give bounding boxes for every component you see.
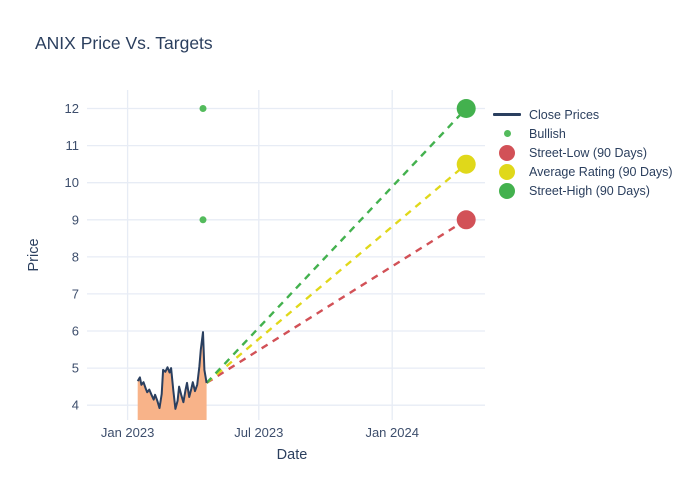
legend-swatch-area [490, 163, 524, 180]
legend-item-street-high[interactable]: Street-High (90 Days) [490, 181, 673, 200]
legend-item-close-prices[interactable]: Close Prices [490, 105, 673, 124]
y-tick-label: 11 [66, 138, 80, 153]
legend-swatch-area [490, 182, 524, 199]
y-tick-label: 8 [72, 249, 79, 264]
legend-item-average-rating[interactable]: Average Rating (90 Days) [490, 162, 673, 181]
close-prices-line [136, 331, 208, 410]
legend-label-close-prices: Close Prices [529, 107, 600, 122]
legend-label-bullish: Bullish [529, 126, 566, 141]
legend-label-street-low: Street-Low (90 Days) [529, 145, 648, 160]
close-prices-line-swatch [493, 113, 521, 116]
xaxis-title: Date [276, 447, 308, 463]
y-tick-label: 12 [65, 101, 79, 116]
bullish-marker [199, 105, 207, 112]
target-marker [456, 154, 476, 174]
legend-item-bullish[interactable]: Bullish [490, 124, 673, 143]
street-low-circle-swatch [499, 144, 515, 161]
legend-label-average-rating: Average Rating (90 Days) [529, 164, 673, 179]
chart-title: ANIX Price Vs. Targets [35, 33, 213, 53]
projection-line [205, 218, 467, 384]
bullish-dot-swatch [503, 130, 511, 137]
legend-label-street-high: Street-High (90 Days) [529, 183, 650, 198]
x-tick-label: Jan 2023 [101, 425, 155, 440]
y-tick-label: 5 [72, 361, 79, 376]
y-tick-label: 4 [72, 398, 79, 413]
y-tick-label: 10 [65, 175, 79, 190]
yaxis-title: Price [26, 238, 42, 272]
legend-swatch-area [490, 113, 524, 116]
target-marker [456, 210, 476, 230]
y-tick-label: 7 [72, 286, 79, 301]
legend: Close Prices Bullish Street-Low (90 Days… [490, 105, 673, 200]
projection-line [205, 107, 468, 384]
x-tick-label: Jan 2024 [365, 425, 419, 440]
target-marker [456, 99, 476, 118]
street-high-circle-swatch [499, 182, 515, 199]
legend-swatch-area [490, 144, 524, 161]
average-rating-circle-swatch [499, 163, 515, 180]
x-tick-label: Jul 2023 [234, 425, 283, 440]
legend-item-street-low[interactable]: Street-Low (90 Days) [490, 143, 673, 162]
y-tick-label: 6 [72, 324, 79, 339]
legend-swatch-area [490, 130, 524, 137]
bullish-marker [199, 216, 207, 224]
y-tick-label: 9 [72, 212, 79, 227]
projection-line [205, 163, 467, 384]
